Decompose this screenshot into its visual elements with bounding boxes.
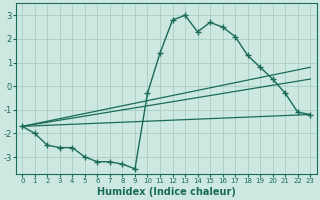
- X-axis label: Humidex (Indice chaleur): Humidex (Indice chaleur): [97, 187, 236, 197]
